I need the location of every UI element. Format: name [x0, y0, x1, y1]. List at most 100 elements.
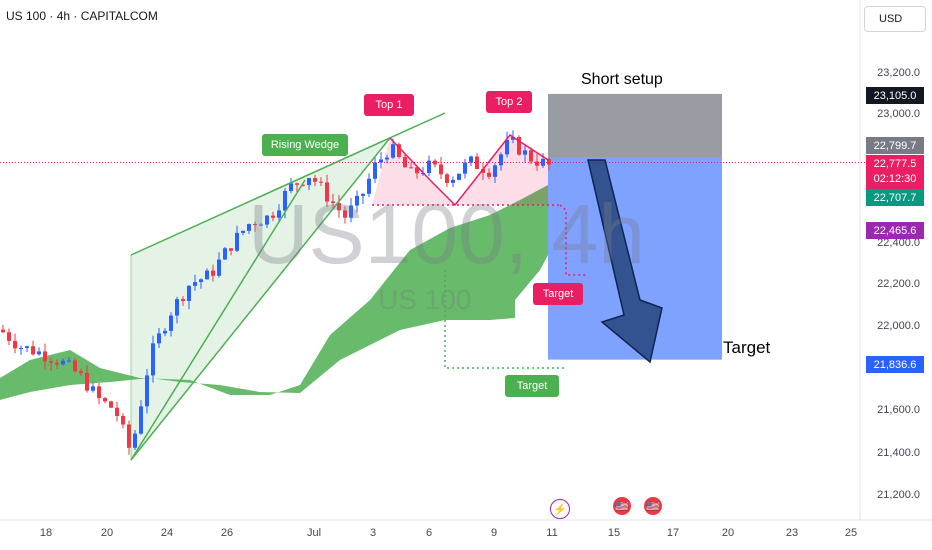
candle [49, 361, 53, 363]
candle [367, 178, 371, 194]
currency-selector[interactable]: USD [864, 6, 926, 32]
candle [331, 201, 335, 204]
candle [295, 183, 299, 185]
y-tick: 21,600.0 [877, 404, 920, 416]
candle [487, 172, 491, 177]
candle [445, 174, 449, 183]
price-badge-target: 21,836.6 [866, 356, 924, 373]
candle [181, 299, 185, 301]
x-tick: 18 [39, 527, 53, 539]
candle [133, 433, 137, 448]
double-top-fill [372, 135, 548, 205]
x-tick: 3 [369, 527, 377, 539]
candle [397, 144, 401, 157]
candle [289, 183, 293, 191]
candle [223, 248, 227, 260]
candle [109, 401, 113, 408]
candle [253, 224, 257, 226]
wedge-fill [131, 113, 445, 460]
candle [7, 332, 11, 341]
x-tick: 23 [785, 527, 799, 539]
stop-zone [548, 93, 722, 158]
candle [13, 340, 17, 349]
candle [493, 165, 497, 177]
short-setup-label: Short setup [575, 68, 687, 92]
y-tick: 22,000.0 [877, 320, 920, 332]
candle [1, 329, 5, 333]
candle [283, 190, 287, 211]
x-tick: 20 [721, 527, 735, 539]
x-tick: 6 [425, 527, 433, 539]
candle [187, 285, 191, 301]
ichimoku-cloud [0, 185, 548, 400]
candle [217, 259, 221, 276]
lightning-event-icon[interactable]: ⚡ [550, 499, 570, 519]
candle [247, 224, 251, 231]
candle [73, 360, 77, 372]
candle [547, 158, 551, 165]
target-label: Target [723, 338, 771, 357]
candle [61, 360, 65, 365]
candle [385, 157, 389, 160]
candle [229, 248, 233, 251]
candle [199, 279, 203, 283]
candle [31, 346, 35, 355]
candle [457, 173, 461, 180]
trend-line [130, 179, 306, 461]
x-tick: 11 [546, 527, 558, 539]
target-label-pink: Target [533, 283, 583, 305]
candle [25, 346, 29, 348]
x-tick: 24 [160, 527, 174, 539]
candle [139, 406, 143, 434]
candle [325, 182, 329, 202]
y-tick: 23,000.0 [877, 108, 920, 120]
us-flag-event-icon[interactable]: 🇺🇸 [644, 497, 662, 515]
candle [67, 360, 71, 362]
candle [517, 137, 521, 155]
x-tick: 25 [844, 527, 858, 539]
candle [343, 210, 347, 218]
candle [115, 407, 119, 416]
watermark-symbol: US100, 4h [248, 187, 645, 281]
candle [37, 351, 41, 355]
y-tick: 21,400.0 [877, 447, 920, 459]
chart-title: US 100 · 4h · CAPITALCOM [6, 9, 158, 23]
watermark-name: US 100 [378, 284, 472, 315]
x-tick: 15 [607, 527, 621, 539]
candle [271, 215, 275, 218]
us-flag-event-icon[interactable]: 🇺🇸 [613, 497, 631, 515]
candle [319, 181, 323, 183]
candle [19, 347, 23, 349]
candle [55, 362, 59, 365]
short-arrow [587, 159, 663, 364]
candle [379, 159, 383, 163]
candle [205, 270, 209, 280]
candle [145, 375, 149, 407]
candle [505, 139, 509, 155]
x-tick: 9 [490, 527, 498, 539]
candle [355, 195, 359, 206]
top-2-label: Top 2 [486, 91, 532, 113]
candle [463, 162, 467, 174]
candle [391, 144, 395, 158]
target-label-green: Target [505, 375, 559, 397]
x-tick: 26 [220, 527, 234, 539]
candle [157, 333, 161, 344]
candle [163, 330, 167, 334]
candle [175, 299, 179, 316]
candle [427, 160, 431, 174]
last-price: 22,777.5 [873, 158, 917, 170]
candle [235, 232, 239, 251]
candle [307, 178, 311, 186]
candle [121, 415, 125, 425]
candle [529, 150, 533, 162]
candle [169, 315, 173, 331]
candle [499, 154, 503, 166]
top-1-label: Top 1 [364, 94, 414, 116]
candle [211, 270, 215, 276]
candles-group [1, 130, 551, 455]
candle [85, 372, 89, 391]
double-top-line [389, 133, 549, 207]
y-tick: 21,200.0 [877, 489, 920, 501]
